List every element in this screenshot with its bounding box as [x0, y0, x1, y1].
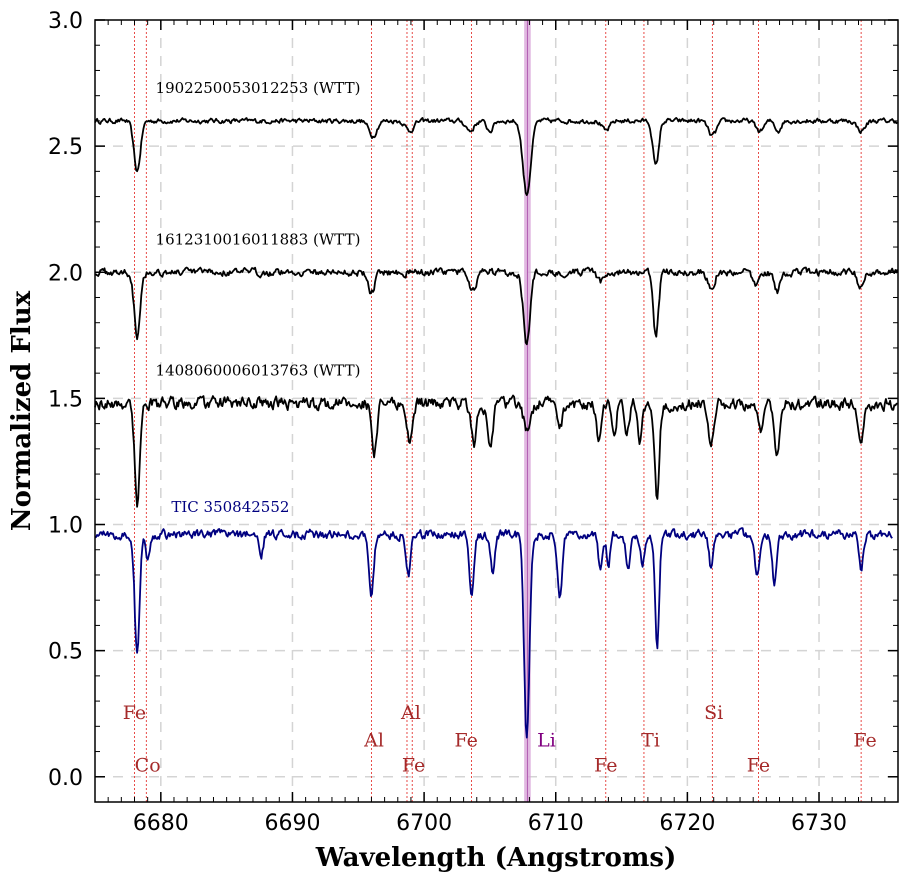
- element-label-co: Co: [135, 755, 161, 777]
- spectrum-line-3: [94, 527, 893, 739]
- element-label-fe: Fe: [402, 755, 425, 777]
- x-tick-label: 6690: [264, 811, 320, 836]
- element-label-al: Al: [363, 730, 384, 752]
- x-tick-label: 6680: [133, 811, 189, 836]
- series-labels: 1902250053012253 (WTT) 1612310016011883 (…: [156, 79, 361, 516]
- y-tick-label: 0.0: [48, 766, 83, 791]
- element-label-ti: Ti: [641, 730, 660, 752]
- y-tick-label: 3.0: [48, 9, 83, 34]
- y-axis-title: Normalized Flux: [7, 290, 37, 531]
- element-label-fe: Fe: [747, 755, 770, 777]
- x-tick-label: 6700: [396, 811, 452, 836]
- spectrum-line-0: [94, 117, 899, 197]
- x-axis-title: Wavelength (Angstroms): [315, 843, 677, 873]
- spectrum-line-1: [94, 266, 899, 346]
- x-tick-label: 6720: [659, 811, 715, 836]
- y-tick-label: 2.0: [48, 261, 83, 286]
- series-label-0: 1902250053012253 (WTT): [156, 79, 361, 97]
- element-label-fe: Fe: [594, 755, 617, 777]
- element-label-fe: Fe: [455, 730, 478, 752]
- series-label-3: TIC 350842552: [171, 498, 289, 516]
- y-tick-label: 0.5: [48, 640, 83, 665]
- spectrum-line-2: [94, 394, 898, 508]
- element-label-si: Si: [704, 702, 723, 724]
- series-label-2: 1408060006013763 (WTT): [156, 362, 361, 380]
- spectra: [94, 117, 899, 739]
- element-labels: Fe Co Al Al Fe Fe Li Fe Ti Si Fe Fe: [123, 702, 877, 777]
- plot-frame: [94, 19, 899, 803]
- y-tick-label: 1.5: [48, 387, 83, 412]
- y-tick-label: 2.5: [48, 135, 83, 160]
- li-band: [524, 20, 531, 802]
- x-tick-label: 6730: [791, 811, 847, 836]
- x-tick-label: 6710: [528, 811, 584, 836]
- y-tick-label: 1.0: [48, 514, 83, 539]
- element-label-fe: Fe: [853, 730, 876, 752]
- axis-ticks: 6680 6690 6700 6710 6720 6730 0.0 0.5 1.0 1.5 2.0 2…: [48, 9, 899, 836]
- element-label-al: Al: [400, 702, 421, 724]
- element-label-fe: Fe: [123, 702, 146, 724]
- element-label-li: Li: [537, 730, 556, 752]
- series-label-1: 1612310016011883 (WTT): [156, 231, 361, 249]
